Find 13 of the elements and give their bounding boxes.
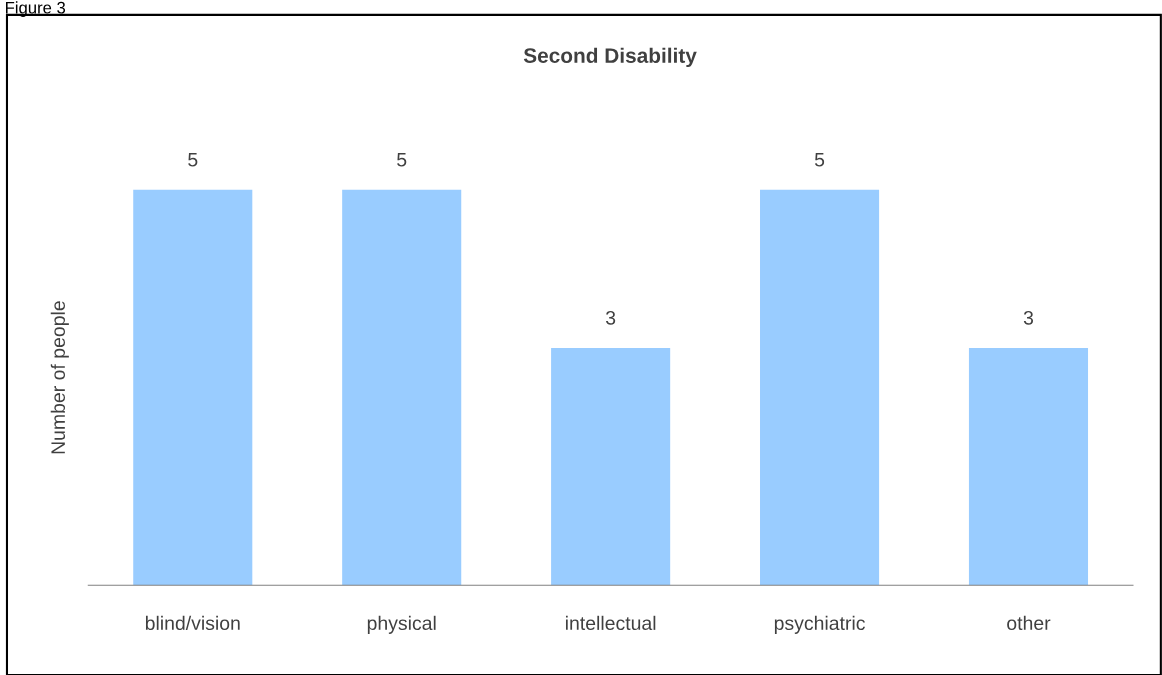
x-tick-label: blind/vision — [145, 615, 240, 631]
data-label: 5 — [397, 153, 407, 167]
data-label: 3 — [605, 310, 616, 325]
y-axis-title: Number of people — [50, 301, 69, 454]
x-tick-label: physical — [367, 615, 436, 634]
chart-title: Second Disability — [523, 47, 697, 68]
caption: Figure 3 — [6, 1, 66, 17]
data-label: 3 — [1023, 310, 1034, 325]
x-tick-label: intellectual — [566, 615, 656, 631]
data-label: 5 — [814, 153, 825, 167]
data-label: 5 — [188, 153, 198, 167]
x-tick-label: psychiatric — [774, 615, 865, 634]
x-tick-label: other — [1007, 615, 1051, 631]
